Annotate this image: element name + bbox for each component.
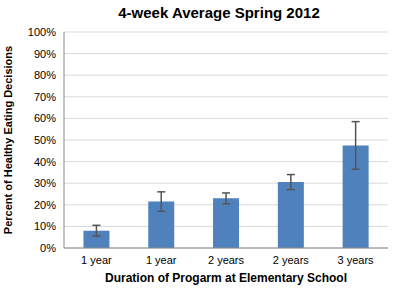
svg-text:70%: 70%	[34, 91, 56, 103]
svg-text:100%: 100%	[28, 26, 56, 38]
svg-text:60%: 60%	[34, 112, 56, 124]
html-text:4-week Average Spring 2012: 4-week Average Spring 2012	[118, 4, 320, 21]
svg-text:30%: 30%	[34, 177, 56, 189]
svg-text:10%: 10%	[34, 220, 56, 232]
svg-text:80%: 80%	[34, 69, 56, 81]
svg-text:3 years: 3 years	[338, 254, 375, 266]
svg-text:2 years: 2 years	[273, 254, 310, 266]
svg-text:1 year: 1 year	[81, 254, 112, 266]
svg-text:50%: 50%	[34, 134, 56, 146]
svg-text:1 year: 1 year	[146, 254, 177, 266]
svg-text:Percent of Healthy Eating Deci: Percent of Healthy Eating Decisions	[8, 46, 14, 234]
svg-text:Duration of Progarm at Element: Duration of Progarm at Elementary School	[105, 271, 347, 285]
svg-text:2 years: 2 years	[208, 254, 245, 266]
svg-text:40%: 40%	[34, 156, 56, 168]
svg-text:90%: 90%	[34, 48, 56, 60]
svg-text:0%: 0%	[40, 242, 56, 254]
svg-text:20%: 20%	[34, 199, 56, 211]
